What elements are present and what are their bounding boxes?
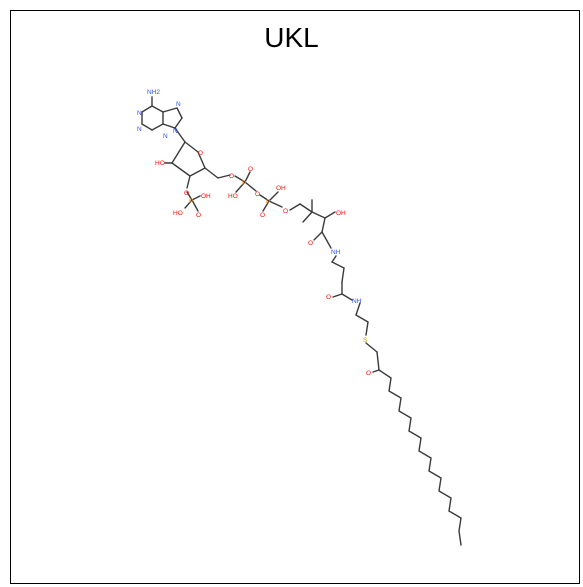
- amide1-nh-label: NH: [331, 249, 341, 256]
- p2-label: P: [242, 180, 246, 187]
- p3-oh-label: OH: [276, 185, 286, 192]
- keto-oxygen-label: O: [366, 370, 371, 377]
- amine-label: NH2: [147, 89, 160, 96]
- diphosphate-bridge: [234, 171, 283, 212]
- amide2-nh-label: NH: [352, 298, 362, 305]
- p1-oh-label: OH: [201, 193, 211, 200]
- sulfur-label: S: [363, 337, 368, 344]
- atom-labels: NH2 N N N N N HO O O P OH HO O O P O HO …: [137, 89, 371, 377]
- amide2-oxygen-label: O: [326, 294, 331, 301]
- three-prime-phosphate: [184, 191, 201, 212]
- p2-ho-label: HO: [228, 193, 238, 200]
- adenine-ring: [141, 96, 183, 131]
- p3-label: P: [266, 199, 270, 206]
- pantetheine-chain: [289, 199, 378, 353]
- p1-ho-label: HO: [173, 210, 183, 217]
- n7-label: N: [176, 101, 181, 108]
- p1-o-label: O: [196, 212, 201, 219]
- ribose-ring: [164, 127, 231, 189]
- p3-o-label: O: [260, 212, 265, 219]
- n5-label: N: [163, 133, 168, 140]
- n1-label: N: [137, 110, 142, 117]
- hydroxyl-label: HO: [155, 160, 165, 167]
- o5-label: O: [229, 173, 234, 180]
- bridge-oxygen-label: O: [255, 191, 260, 198]
- palmitoyl-chain: [372, 351, 462, 546]
- pantothenate-oxygen-label: O: [283, 208, 288, 215]
- o3-label: O: [184, 190, 189, 197]
- n9-label: N: [173, 128, 178, 135]
- pantothenate-oh-label: OH: [336, 210, 346, 217]
- molecule-title: UKL: [264, 22, 319, 53]
- structure-frame: [10, 10, 580, 584]
- ring-oxygen-label: O: [198, 150, 203, 157]
- p1-label: P: [189, 198, 193, 205]
- p2-o-label: O: [248, 166, 253, 173]
- n3-label: N: [137, 126, 142, 133]
- amide1-oxygen-label: O: [308, 240, 313, 247]
